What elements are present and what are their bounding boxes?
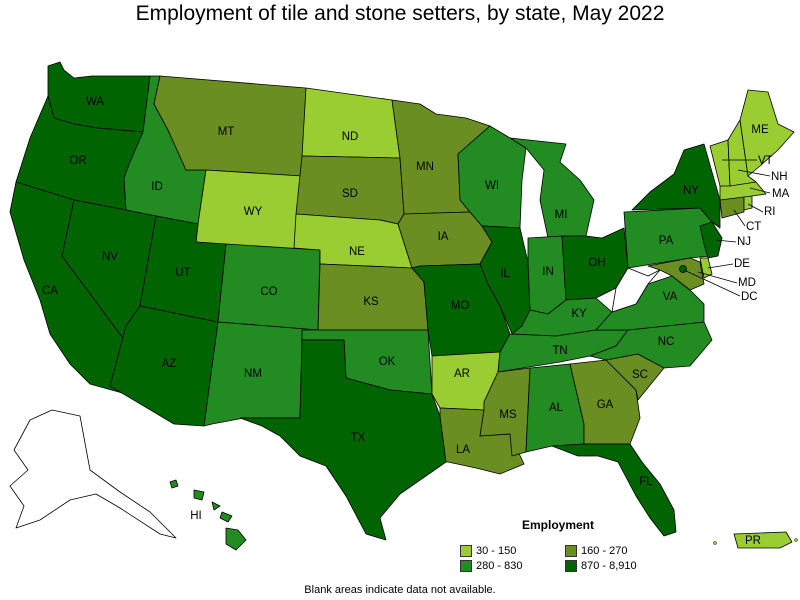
label-me: ME: [751, 124, 769, 136]
label-oh: OH: [588, 257, 605, 269]
label-wy: WY: [244, 206, 263, 218]
pr-islet-1: [713, 541, 717, 545]
label-ga: GA: [597, 399, 614, 411]
label-nm: NM: [244, 368, 262, 380]
leader-de: [707, 263, 734, 269]
legend-swatch-1: [460, 544, 472, 557]
label-nv: NV: [102, 251, 118, 263]
state-fl[interactable]: [551, 443, 677, 537]
label-ia: IA: [438, 231, 449, 243]
state-ri[interactable]: [743, 195, 753, 211]
label-wa: WA: [86, 96, 104, 108]
label-nc: NC: [658, 336, 675, 348]
label-fl: FL: [639, 476, 653, 488]
label-ky: KY: [571, 308, 587, 320]
legend-label-2: 160 - 270: [581, 544, 628, 557]
state-nj[interactable]: [699, 221, 723, 259]
legend-item-3: 280 - 830: [460, 559, 565, 572]
state-ny[interactable]: [631, 143, 721, 229]
state-nh[interactable]: [727, 119, 757, 187]
label-vt: VT: [758, 155, 773, 167]
leader-nj: [715, 239, 737, 243]
state-dc[interactable]: [679, 265, 687, 273]
state-nc[interactable]: [589, 321, 713, 369]
label-nh: NH: [771, 171, 788, 183]
legend-swatch-3: [460, 559, 472, 572]
state-wv: [611, 267, 661, 313]
footnote: Blank areas indicate data not available.: [304, 584, 496, 596]
state-hi[interactable]: [169, 479, 247, 551]
label-sd: SD: [342, 188, 358, 200]
state-md[interactable]: [647, 257, 705, 291]
pr-islet-2: [794, 538, 798, 542]
label-nj: NJ: [737, 236, 751, 248]
map-title: Employment of tile and stone setters, by…: [135, 2, 665, 25]
label-ct: CT: [746, 221, 761, 233]
state-wi[interactable]: [457, 125, 527, 229]
label-la: LA: [456, 444, 470, 456]
state-ak: [9, 409, 177, 539]
label-va: VA: [663, 291, 678, 303]
label-tn: TN: [552, 345, 567, 357]
legend-label-1: 30 - 150: [476, 544, 517, 557]
leader-nh: [737, 169, 771, 177]
label-mi: MI: [555, 209, 568, 221]
label-co: CO: [260, 286, 277, 298]
label-mt: MT: [218, 126, 235, 138]
label-ok: OK: [379, 356, 396, 368]
label-wi: WI: [485, 180, 499, 192]
label-ma: MA: [772, 188, 790, 200]
label-id: ID: [151, 181, 163, 193]
label-ny: NY: [683, 185, 699, 197]
legend-label-3: 280 - 830: [476, 559, 523, 572]
legend-item-4: 870 - 8,910: [565, 559, 665, 572]
label-ar: AR: [454, 368, 470, 380]
label-al: AL: [549, 402, 564, 414]
label-az: AZ: [162, 358, 177, 370]
legend-title: Employment: [522, 518, 595, 532]
label-ut: UT: [175, 267, 190, 279]
label-il: IL: [500, 268, 510, 280]
legend-swatch-4: [565, 559, 577, 572]
legend-label-4: 870 - 8,910: [581, 559, 637, 572]
label-dc: DC: [741, 291, 758, 303]
legend-item-1: 30 - 150: [460, 544, 565, 557]
label-mo: MO: [451, 300, 470, 312]
label-tx: TX: [351, 432, 366, 444]
label-ne: NE: [349, 246, 365, 258]
label-pa: PA: [659, 235, 674, 247]
label-sc: SC: [632, 369, 648, 381]
label-pr: PR: [745, 535, 761, 547]
state-nd[interactable]: [301, 87, 401, 159]
label-or: OR: [69, 155, 86, 167]
legend-item-2: 160 - 270: [565, 544, 665, 557]
label-in: IN: [542, 266, 554, 278]
leader-md: [697, 271, 738, 284]
label-de: DE: [734, 258, 750, 270]
label-ks: KS: [363, 296, 379, 308]
state-pr[interactable]: [733, 531, 793, 549]
label-ri: RI: [764, 206, 776, 218]
leader-dc: [683, 269, 741, 297]
label-mn: MN: [416, 161, 434, 173]
map-legend: Employment 30 - 150 160 - 270 280 - 830 …: [460, 518, 660, 572]
label-ca: CA: [42, 285, 58, 297]
leader-ct: [733, 209, 746, 227]
label-nd: ND: [342, 131, 359, 143]
state-tx[interactable]: [239, 339, 447, 541]
label-hi: HI: [190, 510, 202, 522]
leader-ri: [747, 203, 764, 213]
label-md: MD: [738, 277, 756, 289]
label-ms: MS: [499, 409, 517, 421]
leader-ma: [749, 187, 771, 194]
legend-swatch-2: [565, 544, 577, 557]
